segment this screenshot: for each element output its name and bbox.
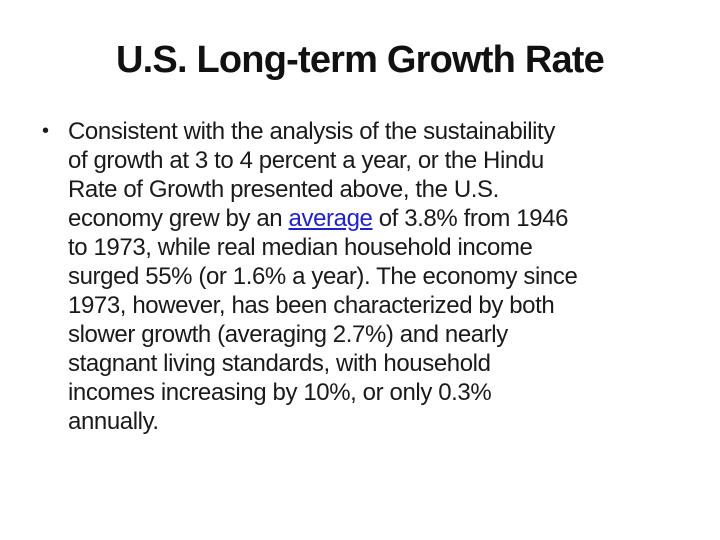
body-text-segment: incomes increasing by 10%, or only 0.3% (68, 378, 492, 406)
body-text-segment: of growth at 3 to 4 percent a year, or t… (68, 146, 544, 174)
body-text-segment: annually. (68, 407, 159, 435)
body-text: Consistent with the analysis of the sust… (68, 117, 692, 436)
body-text-segment: to 1973, while real median household inc… (68, 233, 533, 261)
body-text-line: incomes increasing by 10%, or only 0.3% (68, 378, 692, 407)
body-text-line: economy grew by an average of 3.8% from … (68, 204, 692, 233)
body-text-segment: stagnant living standards, with househol… (68, 349, 491, 377)
body-text-line: 1973, however, has been characterized by… (68, 291, 692, 320)
body-text-segment: 1973, however, has been characterized by… (68, 291, 555, 319)
body-text-line: surged 55% (or 1.6% a year). The economy… (68, 262, 692, 291)
bullet-icon: • (42, 119, 50, 142)
body-text-segment: Consistent with the analysis of the sust… (68, 117, 555, 145)
body-text-line: stagnant living standards, with househol… (68, 349, 692, 378)
body-text-segment: surged 55% (or 1.6% a year). The economy… (68, 262, 578, 290)
body-text-line: of growth at 3 to 4 percent a year, or t… (68, 146, 692, 175)
body-text-line: to 1973, while real median household inc… (68, 233, 692, 262)
body-text-segment: of 3.8% from 1946 (372, 204, 569, 232)
body-text-segment: Rate of Growth presented above, the U.S. (68, 175, 499, 203)
body-text-line: slower growth (averaging 2.7%) and nearl… (68, 320, 692, 349)
body-text-line: annually. (68, 407, 692, 436)
body-text-line: Consistent with the analysis of the sust… (68, 117, 692, 146)
bullet-item: • Consistent with the analysis of the su… (42, 117, 692, 436)
slide-title: U.S. Long-term Growth Rate (116, 39, 605, 81)
body-text-segment: slower growth (averaging 2.7%) and nearl… (68, 320, 508, 348)
body-text-line: Rate of Growth presented above, the U.S. (68, 175, 692, 204)
average-hyperlink[interactable]: average (288, 204, 373, 232)
body-text-segment: economy grew by an (68, 204, 289, 232)
